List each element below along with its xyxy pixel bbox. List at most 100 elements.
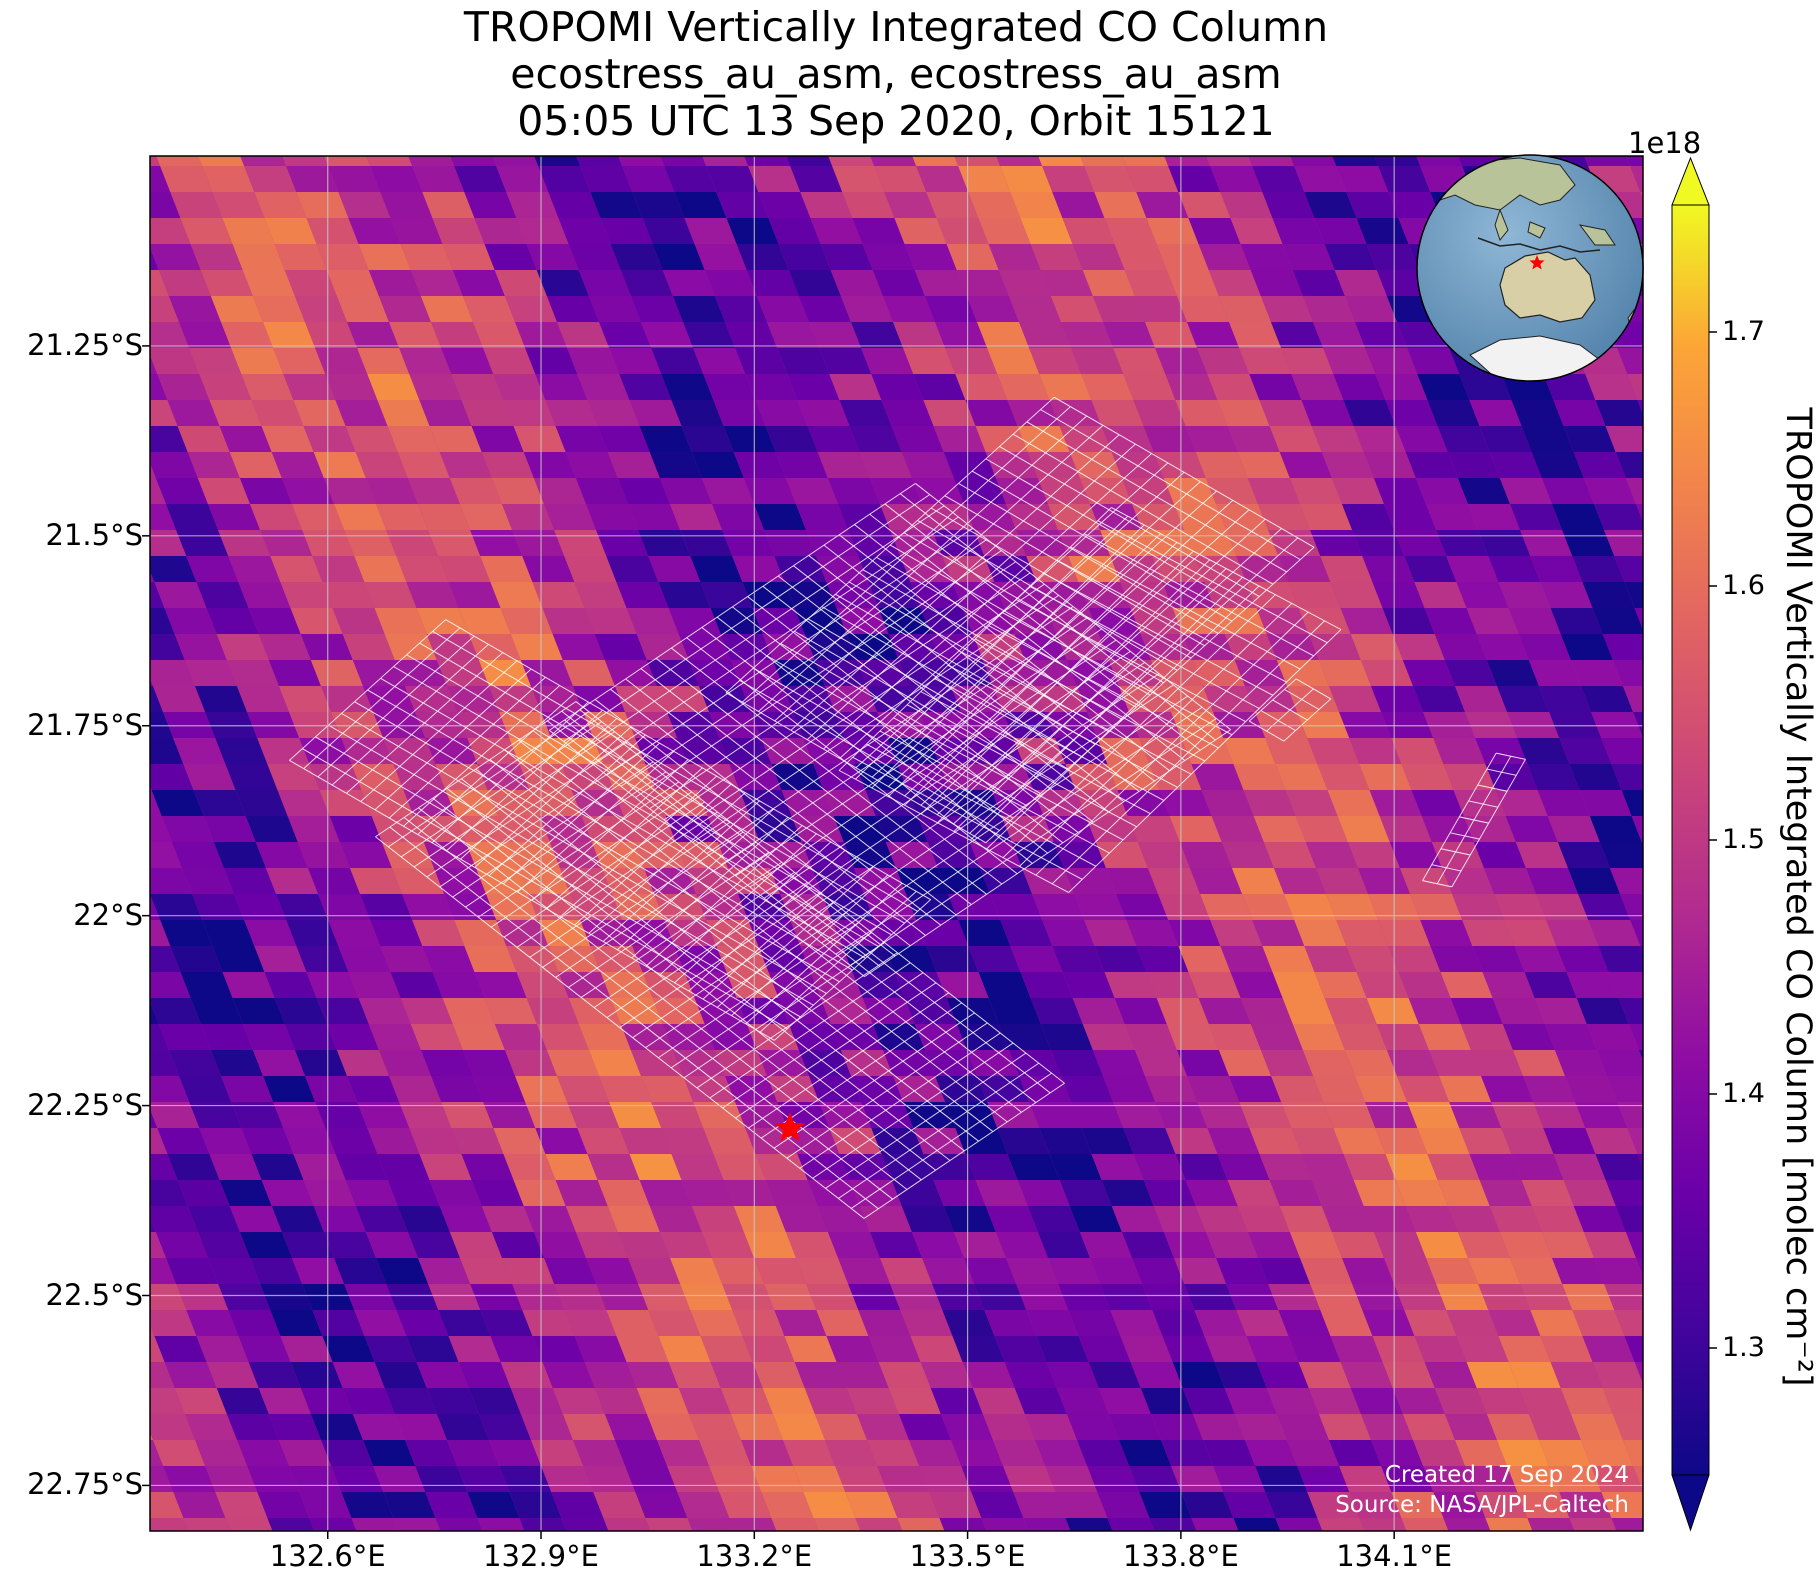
co-pixel xyxy=(677,1492,730,1518)
co-pixel xyxy=(1476,634,1529,660)
co-pixel xyxy=(1229,1076,1282,1102)
co-pixel xyxy=(183,1518,231,1531)
co-pixel xyxy=(225,764,278,790)
co-pixel xyxy=(1402,1414,1455,1440)
co-pixel xyxy=(694,244,747,270)
co-pixel xyxy=(1562,1284,1615,1310)
co-pixel xyxy=(1315,868,1369,894)
co-pixel xyxy=(603,1518,651,1531)
map-frame xyxy=(149,155,1644,1532)
co-pixel xyxy=(1237,452,1290,478)
co-pixel xyxy=(279,1440,332,1466)
co-pixel xyxy=(981,1518,1029,1531)
co-pixel xyxy=(386,530,439,556)
co-pixel xyxy=(461,400,514,426)
co-pixel xyxy=(984,1310,1037,1336)
co-pixel xyxy=(636,634,689,660)
co-pixel xyxy=(630,1050,684,1076)
co-pixel xyxy=(388,322,442,348)
co-pixel xyxy=(1314,972,1367,998)
co-pixel xyxy=(152,1544,204,1570)
co-pixel xyxy=(898,660,951,686)
co-pixel xyxy=(913,1128,966,1154)
co-pixel xyxy=(1289,478,1342,504)
co-pixel xyxy=(1627,1128,1643,1154)
co-pixel xyxy=(610,244,663,270)
co-pixel xyxy=(806,530,859,556)
co-pixel xyxy=(1082,270,1135,296)
co-pixel xyxy=(1059,1180,1112,1206)
co-pixel xyxy=(1211,816,1264,842)
co-pixel xyxy=(531,1440,584,1466)
co-pixel xyxy=(493,374,546,400)
co-pixel xyxy=(1197,1102,1250,1128)
co-pixel xyxy=(659,1232,713,1258)
co-pixel xyxy=(1136,946,1189,972)
co-pixel xyxy=(1208,270,1261,296)
co-pixel xyxy=(1488,556,1541,582)
co-pixel xyxy=(1615,452,1643,478)
co-pixel xyxy=(251,400,304,426)
co-pixel xyxy=(160,920,213,946)
co-pixel xyxy=(1538,1544,1590,1570)
co-pixel xyxy=(845,738,898,764)
co-pixel xyxy=(990,894,1043,920)
co-pixel xyxy=(1259,1154,1312,1180)
co-pixel xyxy=(548,192,601,218)
co-pixel xyxy=(283,1128,336,1154)
co-pixel xyxy=(1166,270,1219,296)
co-pixel xyxy=(1286,1544,1338,1570)
co-pixel xyxy=(1195,452,1248,478)
co-pixel xyxy=(704,1024,757,1050)
co-pixel xyxy=(1256,1362,1309,1388)
co-pixel xyxy=(978,972,1031,998)
co-pixel xyxy=(807,426,860,452)
co-pixel xyxy=(1305,842,1358,868)
co-pixel xyxy=(1050,296,1103,322)
co-pixel xyxy=(1563,426,1616,452)
co-pixel xyxy=(441,348,494,374)
co-pixel xyxy=(1220,946,1273,972)
co-pixel xyxy=(150,504,177,530)
co-pixel xyxy=(228,556,281,582)
co-pixel xyxy=(546,1050,600,1076)
co-pixel xyxy=(377,1154,430,1180)
co-pixel xyxy=(335,1154,388,1180)
co-pixel xyxy=(1249,374,1302,400)
co-pixel xyxy=(629,400,682,426)
co-pixel xyxy=(649,452,702,478)
co-pixel xyxy=(426,634,479,660)
co-pixel xyxy=(247,712,300,738)
co-pixel xyxy=(1447,452,1500,478)
co-pixel xyxy=(150,1180,188,1206)
co-pixel xyxy=(261,426,314,452)
co-pixel xyxy=(794,1362,847,1388)
co-pixel xyxy=(545,400,598,426)
co-pixel xyxy=(150,1362,175,1388)
co-pixel xyxy=(226,1414,279,1440)
co-pixel xyxy=(1465,712,1518,738)
co-pixel xyxy=(1034,1544,1086,1570)
co-pixel xyxy=(393,1518,441,1531)
co-pixel xyxy=(1227,1180,1280,1206)
co-pixel xyxy=(1412,686,1466,712)
co-pixel xyxy=(1578,894,1631,920)
co-pixel xyxy=(1059,426,1112,452)
co-pixel xyxy=(784,582,837,608)
co-pixel xyxy=(687,764,740,790)
co-pixel xyxy=(405,1440,458,1466)
co-pixel xyxy=(1363,452,1416,478)
co-pixel xyxy=(1437,426,1490,452)
co-pixel xyxy=(1414,1336,1467,1362)
co-pixel xyxy=(694,998,747,1024)
co-pixel xyxy=(1563,1180,1616,1206)
co-pixel xyxy=(629,1154,682,1180)
co-column-heatmap xyxy=(150,156,1643,1570)
co-pixel xyxy=(1132,1258,1185,1284)
co-pixel xyxy=(1310,530,1363,556)
co-pixel xyxy=(491,478,544,504)
co-pixel xyxy=(620,1024,673,1050)
co-pixel xyxy=(1162,1336,1215,1362)
co-pixel xyxy=(150,166,171,192)
co-pixel xyxy=(1456,582,1509,608)
